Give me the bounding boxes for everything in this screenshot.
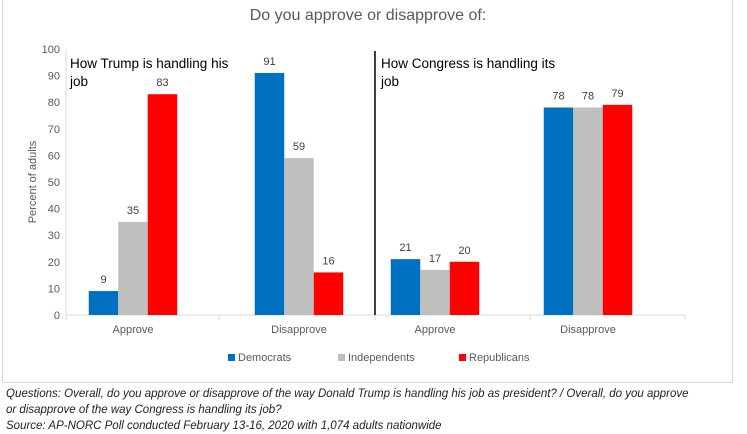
y-tick-label: 70 <box>48 124 60 136</box>
caption-questions-line1: Questions: Overall, do you approve or di… <box>6 388 689 400</box>
x-category-label: Approve <box>415 324 456 336</box>
data-label: 59 <box>293 141 305 153</box>
legend-swatch-independents <box>338 354 345 361</box>
bar-independents-disapprove <box>573 107 603 316</box>
data-label: 35 <box>127 205 139 217</box>
data-label: 78 <box>582 91 594 103</box>
panel-label-trump: How Trump is handling his <box>70 56 229 71</box>
data-label: 91 <box>263 56 275 68</box>
y-tick-label: 90 <box>48 71 60 83</box>
data-label: 83 <box>156 77 168 89</box>
y-axis-label: Percent of adults <box>27 140 39 223</box>
bar-independents-approve <box>420 269 450 315</box>
bar-independents-disapprove <box>284 158 314 315</box>
bar-independents-approve <box>118 221 148 315</box>
data-label: 20 <box>458 245 470 257</box>
data-label: 17 <box>429 253 441 265</box>
data-label: 21 <box>399 242 411 254</box>
y-tick-label: 20 <box>48 257 60 269</box>
data-label: 9 <box>100 274 106 286</box>
bar-republicans-disapprove <box>313 272 344 315</box>
bar-democrats-disapprove <box>254 72 285 315</box>
x-category-label: Approve <box>113 324 154 336</box>
bar-chart: Do you approve or disapprove of: 0 10 20 30 4… <box>27 7 686 364</box>
bar-democrats-approve <box>390 259 421 315</box>
caption-questions-line2: or disapprove of the way Congress is han… <box>6 404 282 416</box>
x-category-label: Disapprove <box>271 324 327 336</box>
y-tick-label: 0 <box>54 310 60 322</box>
bar-republicans-disapprove <box>602 104 633 315</box>
y-tick-label: 30 <box>48 230 60 242</box>
bar-republicans-approve <box>147 94 178 315</box>
y-tick-label: 10 <box>48 283 60 295</box>
bar-democrats-disapprove <box>543 107 574 316</box>
chart-title: Do you approve or disapprove of: <box>250 7 487 24</box>
data-label: 78 <box>552 91 564 103</box>
legend-swatch-democrats <box>228 354 235 361</box>
panel-label-congress: How Congress is handling its <box>381 56 555 71</box>
panel-label-congress: job <box>380 74 399 89</box>
y-tick-label: 50 <box>48 177 60 189</box>
legend-label-republicans: Republicans <box>469 352 530 364</box>
bar-democrats-approve <box>88 291 119 315</box>
bar-republicans-approve <box>449 261 480 315</box>
legend-swatch-republicans <box>459 354 466 361</box>
legend-label-democrats: Democrats <box>238 352 292 364</box>
x-category-label: Disapprove <box>560 324 616 336</box>
legend-label-independents: Independents <box>348 352 415 364</box>
caption-source: Source: AP-NORC Poll conducted February … <box>6 420 442 432</box>
y-tick-label: 100 <box>42 44 60 56</box>
chart-frame: Do you approve or disapprove of: 0 10 20 30 4… <box>2 0 733 383</box>
y-tick-label: 40 <box>48 204 60 216</box>
data-label: 16 <box>322 255 334 267</box>
panel-label-trump: job <box>69 74 88 89</box>
y-tick-label: 80 <box>48 97 60 109</box>
data-label: 79 <box>611 88 623 100</box>
y-tick-label: 60 <box>48 150 60 162</box>
